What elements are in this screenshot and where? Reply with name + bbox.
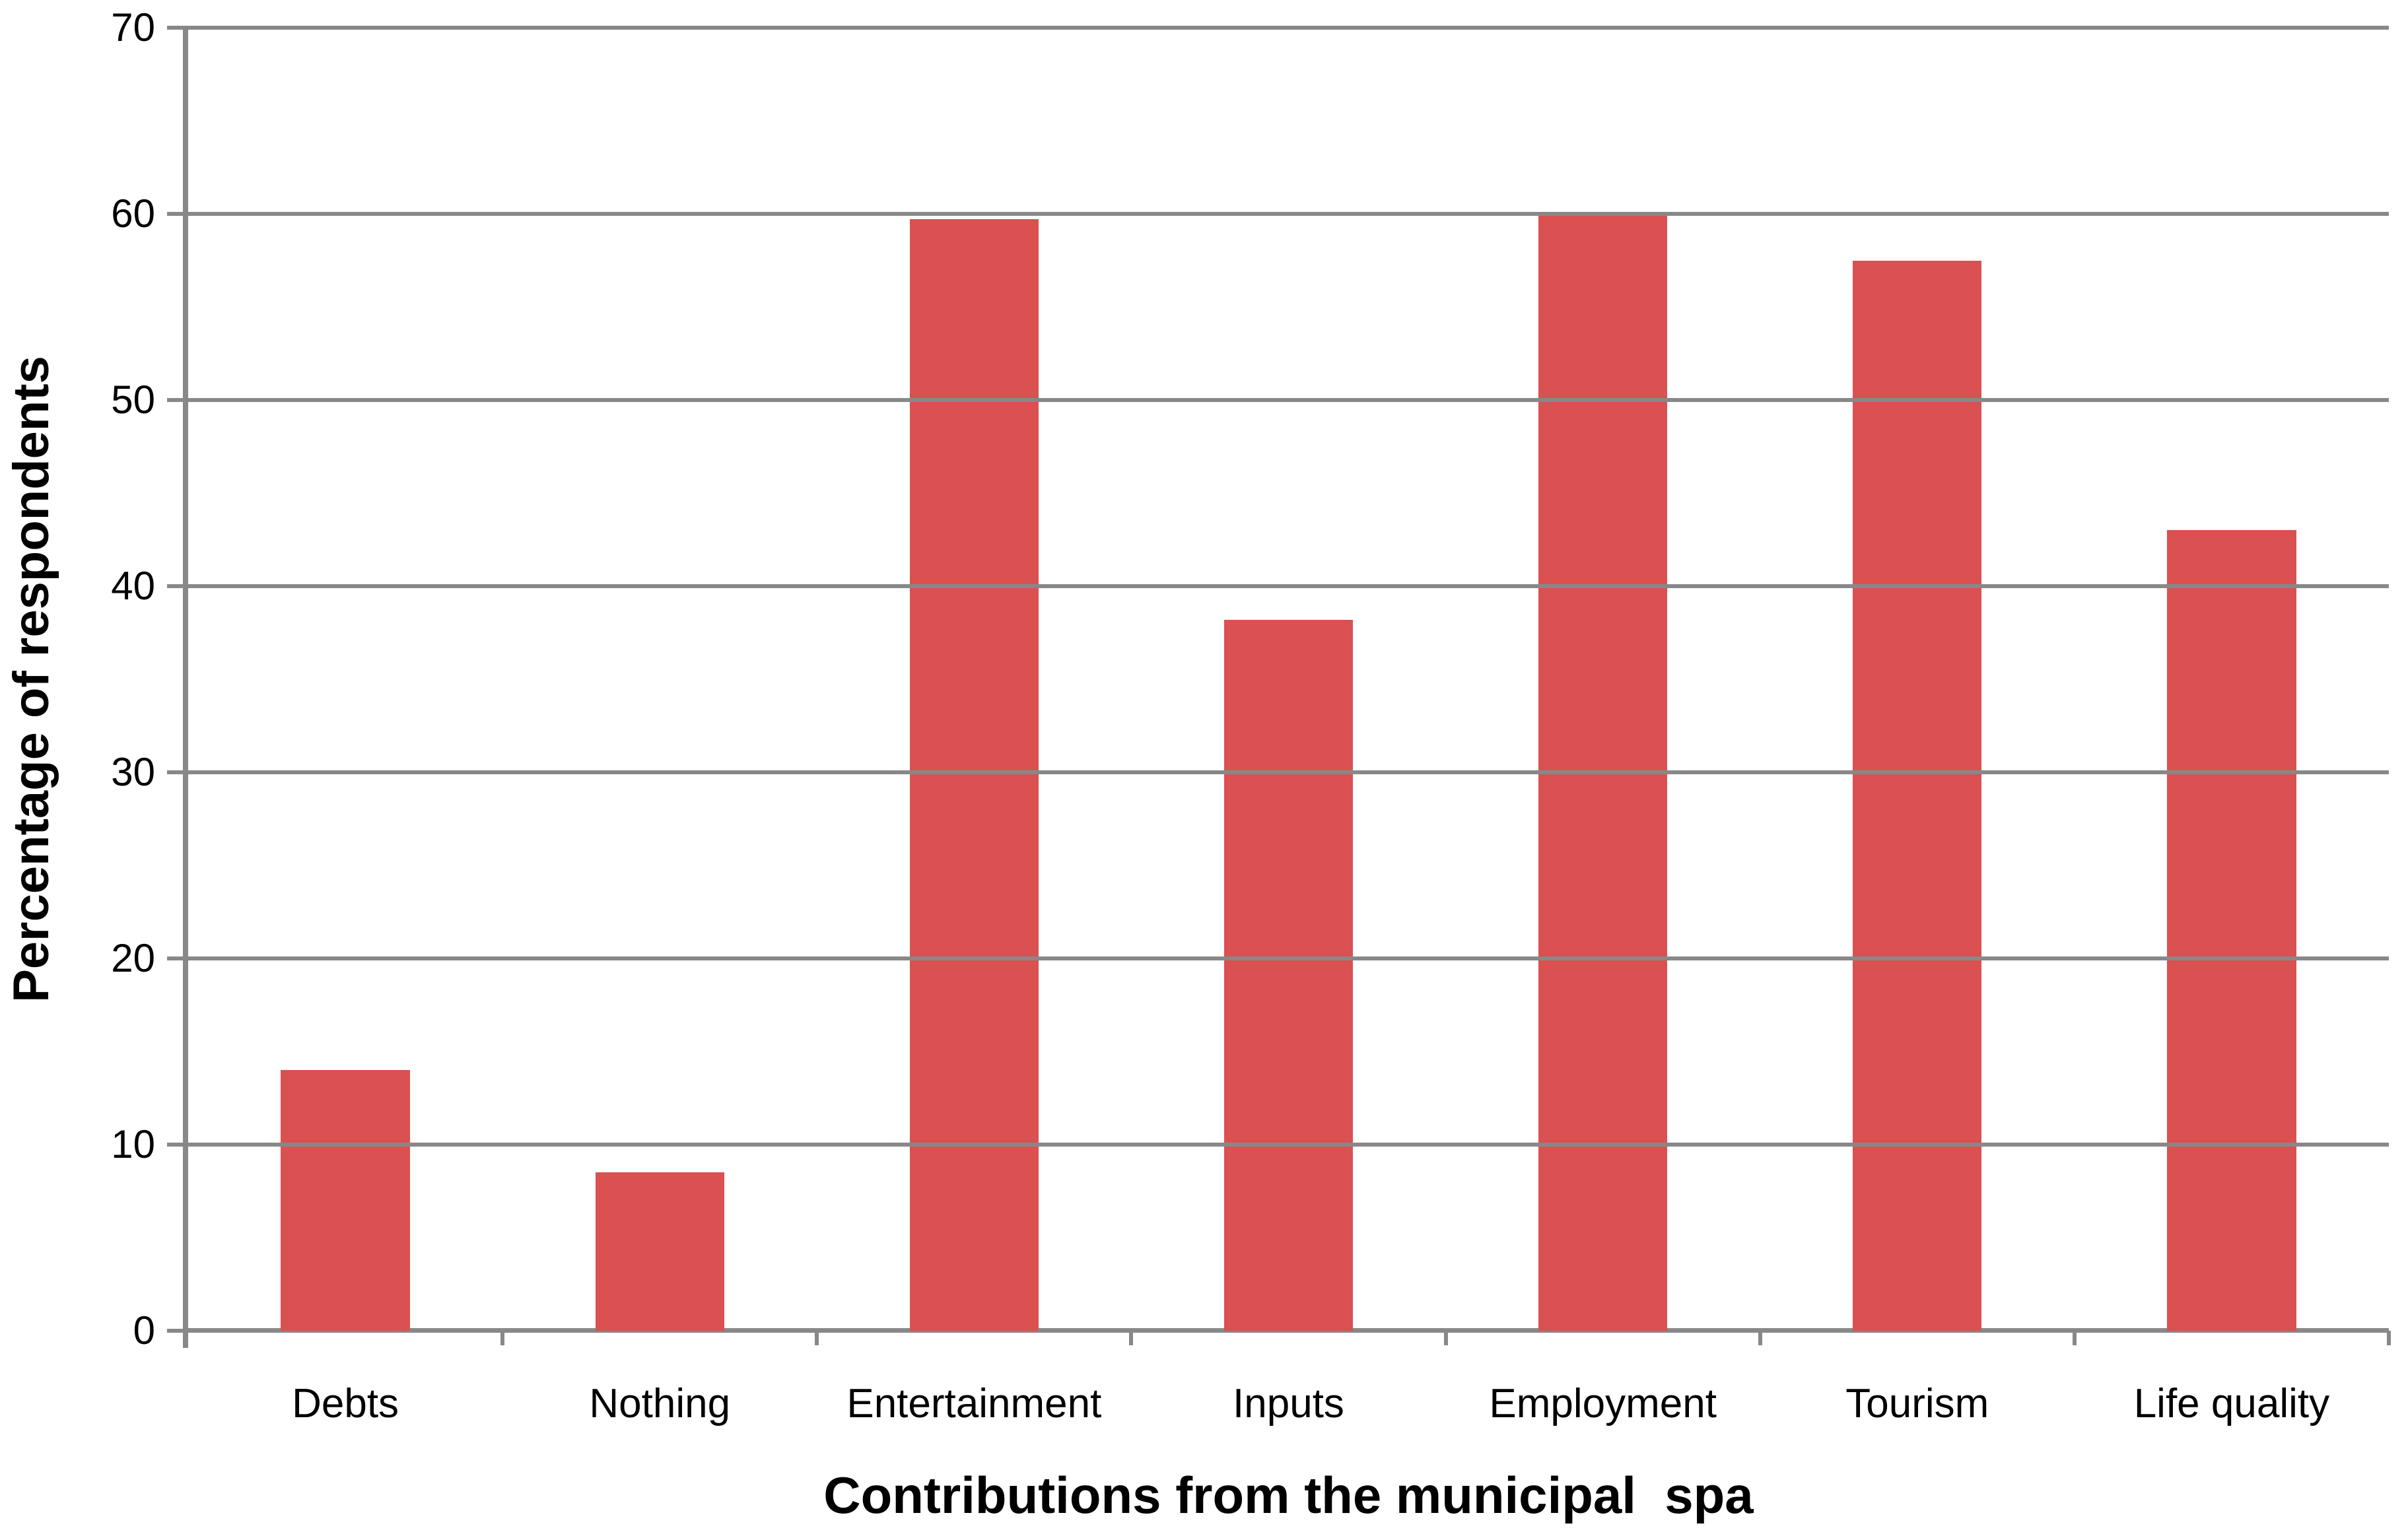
gridline-40 [188, 584, 2389, 589]
bar-slot-tourism [1760, 28, 2075, 1331]
x-axis-tick-7 [2387, 1331, 2391, 1345]
bar-entertainment [909, 219, 1039, 1331]
bar-debts [281, 1070, 410, 1331]
x-axis-tick-3 [1129, 1331, 1134, 1345]
y-axis-tick-30 [167, 770, 183, 774]
bar-slot-nothing [502, 28, 817, 1331]
x-axis-tick-2 [815, 1331, 819, 1345]
x-axis-tick-1 [500, 1331, 505, 1345]
x-axis-category-label-debts: Debts [292, 1381, 399, 1426]
y-axis-tick-label-50: 50 [111, 377, 155, 422]
gridline-50 [188, 398, 2389, 402]
bar-slot-employment [1446, 28, 1760, 1331]
gridline-20 [188, 956, 2389, 961]
gridline-30 [188, 770, 2389, 774]
x-axis-category-label-tourism: Tourism [1845, 1381, 1989, 1426]
x-axis-tick-5 [1758, 1331, 1762, 1345]
x-axis-category-labels: Debts Nothing Entertainment Inputs Employmen… [188, 1368, 2389, 1440]
x-axis-category-label-employment: Employment [1489, 1381, 1717, 1426]
y-axis-tick-label-60: 60 [111, 191, 155, 236]
x-axis-category-label-entertainment: Entertainment [846, 1381, 1102, 1426]
bar-life-quality [2167, 530, 2296, 1331]
x-axis-tick-6 [2072, 1331, 2077, 1345]
y-axis-tick-10 [167, 1143, 183, 1147]
bar-nothing [595, 1172, 724, 1331]
y-axis-tick-label-40: 40 [111, 564, 155, 608]
x-axis-tick-4 [1443, 1331, 1448, 1345]
y-axis-tick-labels: 0 10 20 30 40 50 60 70 [0, 5, 188, 1353]
bar-slot-inputs [1131, 28, 1445, 1331]
gridline-10 [188, 1143, 2389, 1147]
y-axis-line [183, 26, 188, 1348]
plot-area [167, 26, 2391, 1348]
x-axis-category-label-life-quality: Life quality [2133, 1381, 2330, 1426]
y-axis-tick-label-70: 70 [111, 5, 155, 50]
gridline-70 [188, 26, 2389, 30]
bar-slot-entertainment [817, 28, 1131, 1331]
gridline-60 [188, 212, 2389, 216]
y-axis-tick-20 [167, 956, 183, 961]
y-axis-tick-label-20: 20 [111, 936, 155, 980]
bar-tourism [1853, 260, 1982, 1331]
y-axis-tick-50 [167, 398, 183, 402]
y-axis-tick-60 [167, 212, 183, 216]
x-axis-title: Contributions from the municipal spa [823, 1466, 1754, 1524]
y-axis-tick-70 [167, 26, 183, 30]
y-axis-tick-label-10: 10 [111, 1122, 155, 1166]
x-axis-category-label-nothing: Nothing [589, 1381, 731, 1426]
y-axis-tick-40 [167, 584, 183, 589]
y-axis-tick-0 [167, 1329, 183, 1333]
x-axis-category-label-inputs: Inputs [1233, 1381, 1344, 1426]
bar-slot-debts [188, 28, 502, 1331]
bar-slot-life-quality [2075, 28, 2389, 1331]
y-axis-tick-label-0: 0 [133, 1308, 155, 1353]
bar-inputs [1223, 619, 1354, 1331]
bar-series [188, 28, 2389, 1331]
y-axis-tick-label-30: 30 [111, 749, 155, 794]
